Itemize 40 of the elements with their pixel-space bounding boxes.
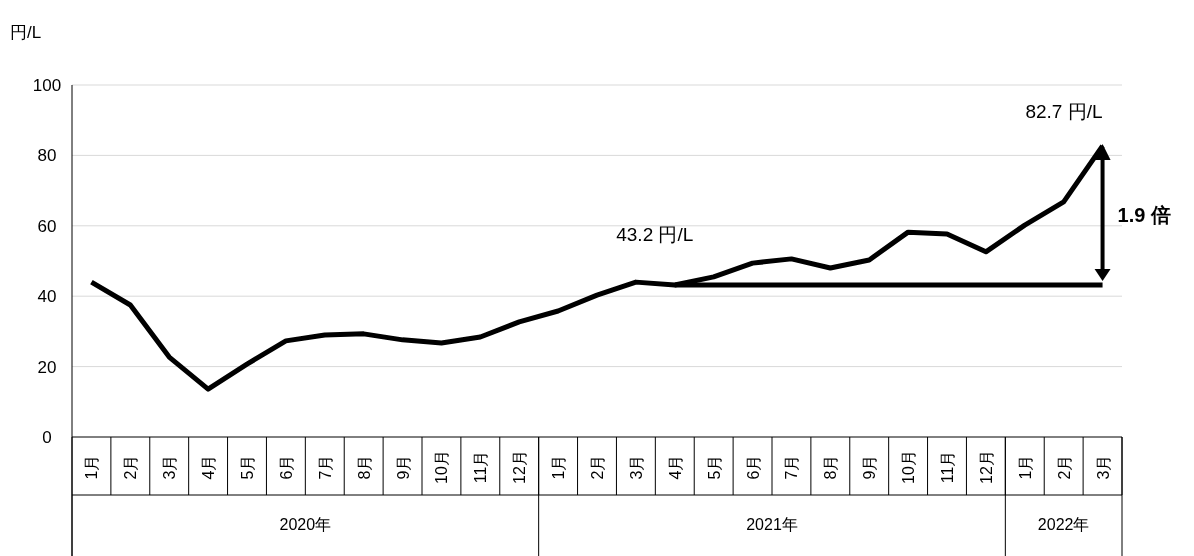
y-axis-title: 円/L [10,23,42,42]
y-tick-label: 80 [37,146,57,166]
annotation: 82.7 円/L [1025,100,1103,122]
x-tick-label: 9月 [394,454,412,480]
x-tick-label: 11月 [472,450,490,484]
text: 2020年 [279,516,332,533]
x-tick-label: 5月 [705,454,723,480]
x-tick-label: 4月 [200,454,218,480]
y-tick-label: 100 [32,76,62,95]
x-tick-label: 6月 [277,454,295,480]
x-tick-label: 2月 [122,454,140,480]
y-tick-label: 60 [37,216,57,236]
x-tick-label: 1月 [1016,454,1034,480]
x-tick-label: 10月 [900,450,918,484]
text: 2022年 [1037,516,1090,533]
y-tick-label: 20 [37,357,57,377]
x-tick-label: 1月 [550,454,568,480]
x-tick-label: 12月 [977,450,995,484]
x-tick-label: 7月 [783,454,801,480]
x-tick-label: 2月 [589,454,606,480]
x-tick-label: 12月 [511,450,529,484]
annotation: 43.2 円/L [616,223,694,245]
x-tick-label: 1月 [83,454,101,480]
x-tick-label: 6月 [744,454,762,480]
x-tick-label: 4月 [666,454,684,480]
x-tick-label: 9月 [861,454,879,480]
x-tick-label: 3月 [161,454,179,480]
y-tick-label: 40 [37,287,57,307]
x-tick-label: 3月 [1094,454,1112,480]
annotation: 1.9 倍 [1117,204,1171,227]
x-tick-label: 8月 [355,454,373,480]
x-tick-label: 5月 [239,454,256,480]
x-tick-label: 3月 [627,454,645,480]
x-tick-label: 7月 [316,454,334,480]
x-tick-label: 11月 [939,450,956,484]
x-tick-label: 10月 [433,450,451,484]
text: 2021年 [746,516,798,533]
x-tick-label: 2月 [1055,454,1073,480]
x-tick-label: 8月 [822,454,840,480]
y-tick-label: 0 [42,428,52,447]
